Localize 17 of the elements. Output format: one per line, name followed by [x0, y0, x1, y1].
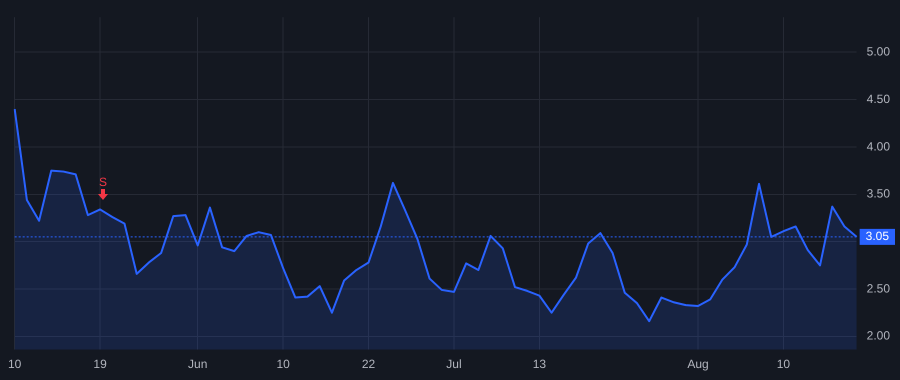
- y-tick-label: 4.00: [866, 139, 890, 154]
- x-tick-label: Jun: [188, 357, 208, 372]
- x-tick-label: 19: [93, 357, 108, 372]
- x-tick-label: Jul: [446, 357, 462, 372]
- x-tick-label: 22: [362, 357, 376, 372]
- y-tick-label: 4.50: [866, 92, 890, 106]
- y-tick-label: 2.00: [866, 328, 890, 343]
- x-tick-label: Aug: [687, 357, 709, 372]
- x-tick-label: 10: [8, 357, 22, 372]
- y-tick-label: 2.50: [866, 281, 890, 296]
- x-tick-label: 13: [532, 357, 546, 372]
- ref-line-label: 3.05: [866, 229, 890, 244]
- y-tick-label: 5.00: [866, 44, 890, 59]
- x-tick-label: 10: [276, 357, 290, 372]
- annotation: S: [98, 175, 108, 189]
- y-tick-label: 3.50: [866, 186, 890, 201]
- x-tick-label: 10: [776, 357, 790, 372]
